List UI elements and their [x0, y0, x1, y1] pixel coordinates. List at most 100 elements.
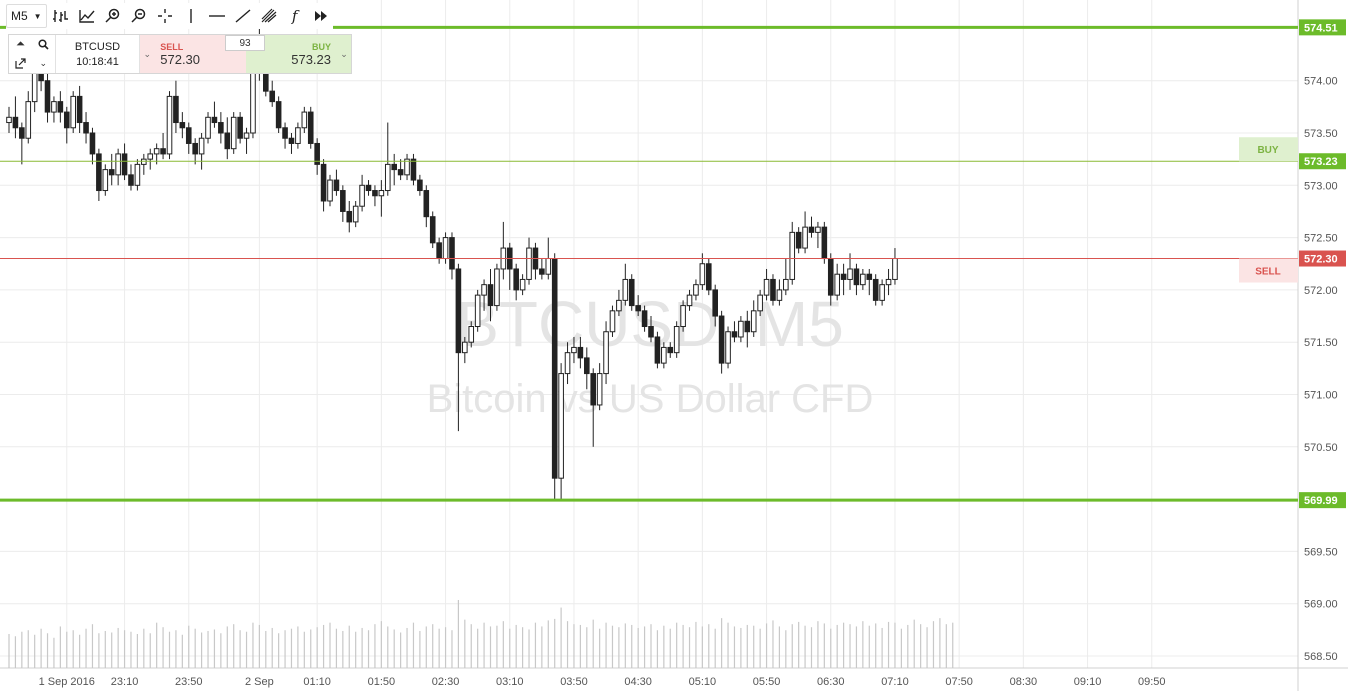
candle	[102, 164, 109, 196]
candle	[417, 174, 423, 196]
candle-body-up	[622, 278, 629, 301]
candle	[648, 316, 654, 343]
x-tick-label: 09:50	[1138, 676, 1166, 688]
time-axis[interactable]: 1 Sep 2016 23:10 23:50 2 Sep 01:10 01:50 02:30…	[39, 676, 1166, 688]
bar-type-icon[interactable]	[49, 4, 73, 28]
trend-line-icon[interactable]	[231, 4, 255, 28]
candle-body-down	[224, 132, 231, 150]
candle-body-down	[218, 122, 224, 134]
vertical-line-icon[interactable]	[179, 4, 203, 28]
candle	[410, 153, 417, 186]
candle	[789, 221, 796, 285]
y-tick-label: 569.00	[1304, 599, 1338, 611]
candle	[551, 253, 558, 501]
price-axis[interactable]: 568.50569.00569.50570.00570.50571.00571.…	[1299, 19, 1346, 663]
candle	[327, 174, 333, 207]
candle-body-down	[539, 268, 545, 275]
search-icon[interactable]	[32, 35, 55, 54]
candle-body-down	[391, 163, 397, 171]
candle-body-down	[333, 179, 340, 192]
y-tick-label: 572.00	[1304, 285, 1338, 297]
popout-icon[interactable]	[9, 54, 32, 73]
candle-body-up	[141, 158, 147, 165]
x-tick-label: 01:50	[368, 676, 396, 688]
candle-body-down	[866, 273, 873, 280]
interval-select[interactable]: M5 ▼	[6, 4, 47, 28]
candle-body-up	[783, 278, 789, 291]
sell-axis-label-text: 572.30	[1304, 254, 1338, 266]
zoom-in-icon[interactable]	[101, 4, 125, 28]
candle	[384, 122, 391, 196]
x-tick-label: 08:30	[1010, 676, 1038, 688]
candle	[539, 258, 545, 280]
buy-tag-label: BUY	[1257, 145, 1278, 156]
sell-label: SELL	[160, 41, 184, 52]
y-tick-label: 573.00	[1304, 180, 1338, 192]
candle	[731, 321, 738, 343]
candle-body-down	[436, 242, 442, 260]
candle	[211, 101, 218, 128]
server-time: 10:18:41	[76, 55, 119, 68]
panel-controls: ⏶ ⌄	[9, 35, 56, 73]
candle-body-down	[795, 231, 802, 249]
candle	[333, 169, 340, 196]
crosshair-icon[interactable]	[153, 4, 177, 28]
x-tick-label: 06:30	[817, 676, 845, 688]
x-tick-label: 04:30	[624, 676, 652, 688]
candle	[391, 153, 397, 186]
candle	[802, 211, 808, 254]
candle-body-up	[243, 132, 250, 139]
candle	[526, 237, 532, 285]
candle	[757, 289, 763, 317]
candle-body-down	[96, 153, 102, 192]
candle	[853, 263, 860, 296]
candle-body-down	[372, 190, 378, 197]
sell-chevron-icon[interactable]: ⌄	[143, 48, 152, 59]
buy-chevron-icon[interactable]: ⌄	[340, 48, 348, 59]
fast-forward-icon[interactable]	[309, 4, 333, 28]
chevron-down-icon[interactable]: ⌄	[39, 58, 48, 68]
fib-icon[interactable]: f	[291, 7, 298, 25]
candle-body-down	[288, 137, 295, 144]
candle	[429, 211, 436, 249]
candle-body-down	[429, 216, 436, 244]
symbol-box[interactable]: BTCUSD 10:18:41	[56, 35, 141, 73]
candle	[346, 200, 353, 233]
pitchfork-icon[interactable]	[257, 4, 281, 28]
candle	[462, 336, 468, 364]
candle-body-down	[417, 179, 423, 192]
zoom-out-icon[interactable]	[127, 4, 151, 28]
candle	[815, 221, 821, 249]
candle	[275, 96, 282, 133]
buy-label: BUY	[311, 41, 331, 52]
buy-price: 573.23	[291, 51, 331, 67]
candle	[673, 321, 680, 358]
candle-body-down	[487, 284, 494, 307]
y-tick-label: 573.50	[1304, 128, 1338, 140]
horizontal-line-icon[interactable]	[205, 4, 229, 28]
candle	[609, 305, 616, 337]
sell-button[interactable]: ⌄ SELL 572.30	[140, 35, 246, 73]
spread-input[interactable]: 93	[225, 35, 265, 51]
candle	[192, 138, 198, 165]
indicators-icon[interactable]	[75, 4, 99, 28]
volume-bars	[8, 600, 954, 668]
candle-body-up	[879, 284, 885, 301]
candle	[770, 274, 776, 306]
candle-body-up	[327, 179, 333, 202]
x-tick-label: 02:30	[432, 676, 460, 688]
candle-body-up	[616, 299, 622, 312]
candle-body-up	[699, 263, 706, 286]
candle-body-up	[25, 101, 32, 139]
candle-body-down	[346, 210, 353, 223]
candle-body-down	[635, 305, 641, 312]
watermark-description: Bitcoin vs US Dollar CFD	[427, 377, 874, 421]
candle-body-down	[83, 122, 89, 134]
support-axis-label-text: 569.99	[1304, 495, 1338, 507]
candle-body-down	[173, 95, 179, 124]
collapse-icon[interactable]: ⏶	[16, 38, 25, 50]
y-tick-label: 569.50	[1304, 546, 1338, 558]
candle-body-down	[128, 174, 134, 186]
